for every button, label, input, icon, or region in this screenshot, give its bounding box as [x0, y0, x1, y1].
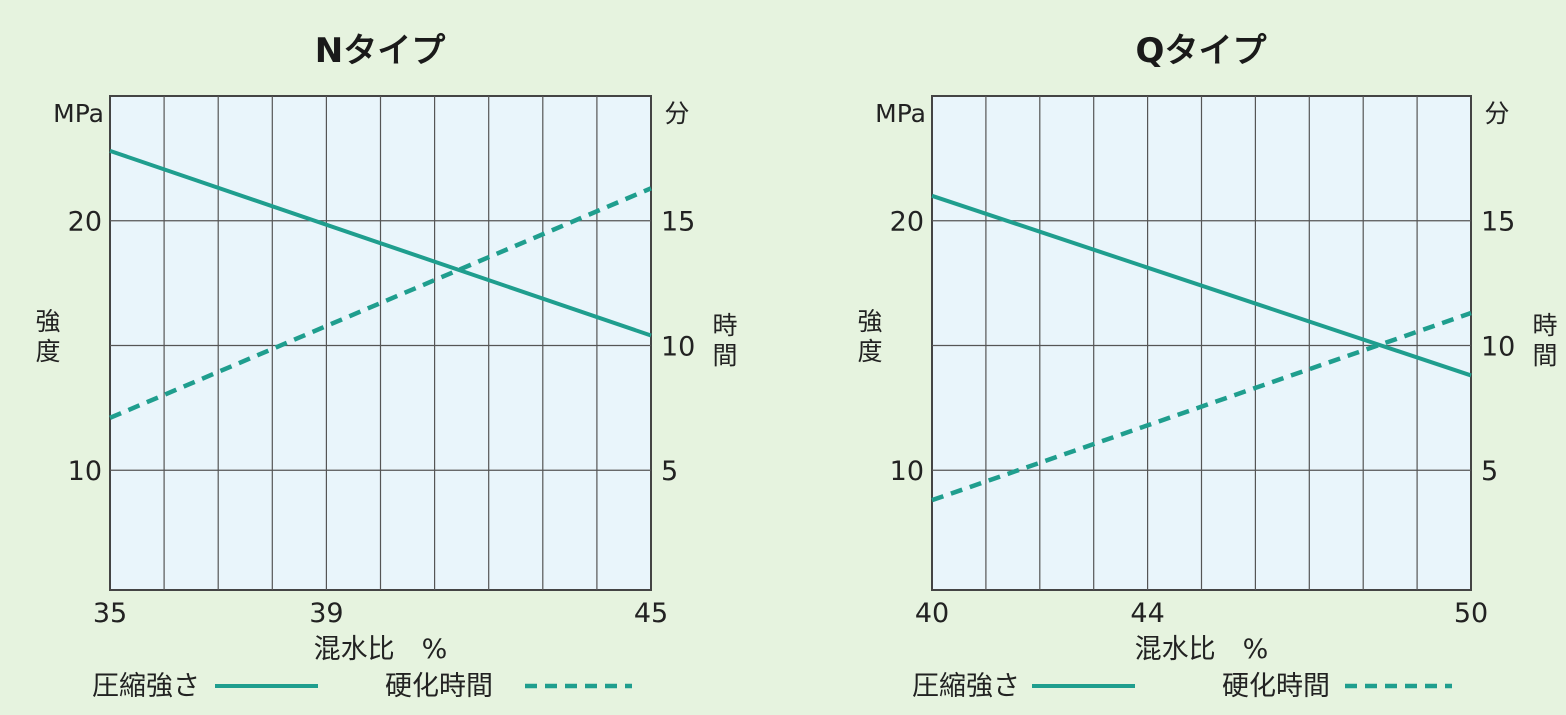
legend-label-hardening-time: 硬化時間 — [385, 671, 493, 702]
series-line-compressive-strength — [931, 193, 1472, 378]
right-axis-label-char: 間 — [1532, 341, 1557, 370]
left-axis-label-char: 度 — [857, 337, 882, 366]
left-axis-unit: MPa — [875, 99, 926, 128]
right-axis-unit: 分 — [1484, 99, 1509, 128]
series-line-hardening-time — [931, 310, 1472, 503]
right-tick-label: 5 — [661, 456, 678, 487]
x-tick-label: 44 — [1130, 598, 1164, 629]
legend-label-compressive-strength: 圧縮強さ — [912, 671, 1020, 702]
left-tick-label: 20 — [890, 207, 924, 238]
right-tick-label: 10 — [1481, 331, 1515, 362]
legend-label-compressive-strength: 圧縮強さ — [92, 671, 200, 702]
left-tick-label: 10 — [68, 456, 102, 487]
x-tick-label: 45 — [634, 598, 668, 629]
left-axis-unit: MPa — [53, 99, 104, 128]
x-axis-label: 混水比 % — [314, 634, 448, 665]
x-tick-label: 39 — [309, 598, 343, 629]
left-axis-label-char: 強 — [857, 307, 882, 336]
left-tick-label: 20 — [68, 207, 102, 238]
right-tick-label: 5 — [1481, 456, 1498, 487]
right-axis-label-char: 時 — [712, 311, 737, 340]
right-tick-label: 15 — [661, 207, 695, 238]
x-tick-label: 50 — [1454, 598, 1488, 629]
right-tick-label: 10 — [661, 331, 695, 362]
legend-label-hardening-time: 硬化時間 — [1222, 671, 1330, 702]
left-axis-label-char: 度 — [35, 337, 60, 366]
x-tick-label: 40 — [915, 598, 949, 629]
right-axis-label-char: 間 — [712, 341, 737, 370]
left-tick-label: 10 — [890, 456, 924, 487]
x-tick-label: 35 — [93, 598, 127, 629]
chart-title: Nタイプ — [315, 31, 445, 71]
right-axis-unit: 分 — [664, 99, 689, 128]
right-axis-label-char: 時 — [1532, 311, 1557, 340]
right-tick-label: 15 — [1481, 207, 1515, 238]
chart-title: Qタイプ — [1136, 31, 1267, 71]
series-line-hardening-time — [109, 186, 652, 420]
left-axis-label-char: 強 — [35, 307, 60, 336]
series-line-compressive-strength — [109, 148, 652, 338]
x-axis-label: 混水比 % — [1135, 634, 1269, 665]
